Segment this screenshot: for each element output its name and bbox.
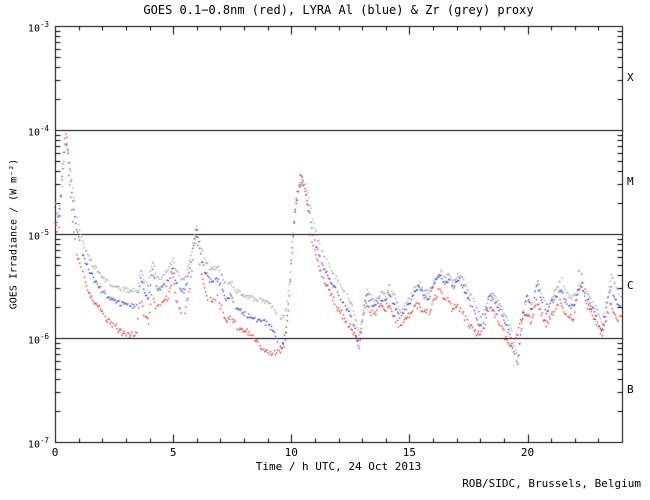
flare-class-label-b: B — [627, 383, 634, 396]
flare-class-label-c: C — [627, 279, 634, 292]
x-tick-label: 15 — [402, 446, 416, 459]
flare-class-label-m: M — [627, 175, 634, 188]
y-tick-label: 10-3 — [27, 20, 49, 35]
flare-class-label-x: X — [627, 71, 634, 84]
y-tick-label: 10-7 — [27, 436, 49, 451]
y-tick-label: 10-6 — [27, 332, 49, 347]
y-tick-label: 10-5 — [27, 228, 49, 243]
chart-title: GOES 0.1−0.8nm (red), LYRA Al (blue) & Z… — [143, 3, 534, 17]
y-tick-label: 10-4 — [27, 124, 49, 139]
x-tick-label: 0 — [51, 446, 59, 459]
x-tick-label: 5 — [169, 446, 177, 459]
x-tick-label: 10 — [284, 446, 298, 459]
footer-credit: ROB/SIDC, Brussels, Belgium — [462, 477, 641, 490]
x-tick-label: 20 — [520, 446, 535, 459]
x-axis-title: Time / h UTC, 24 Oct 2013 — [255, 460, 422, 473]
